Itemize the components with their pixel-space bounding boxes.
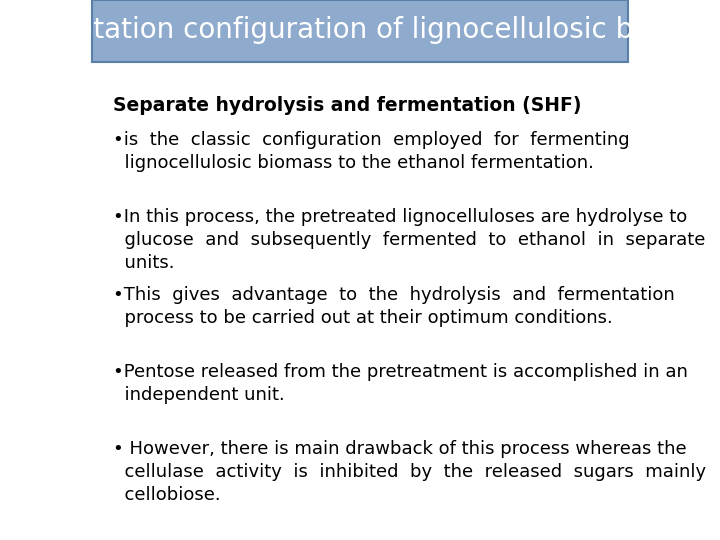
Text: •is  the  classic  configuration  employed  for  fermenting
  lignocellulosic bi: •is the classic configuration employed f… — [114, 131, 630, 172]
Text: • However, there is main drawback of this process whereas the
  cellulase  activ: • However, there is main drawback of thi… — [114, 440, 706, 504]
Text: Fermentation configuration of lignocellulosic biomass: Fermentation configuration of lignocellu… — [0, 16, 720, 44]
Text: •In this process, the pretreated lignocelluloses are hydrolyse to
  glucose  and: •In this process, the pretreated lignoce… — [114, 208, 706, 272]
Text: •This  gives  advantage  to  the  hydrolysis  and  fermentation
  process to be : •This gives advantage to the hydrolysis … — [114, 286, 675, 327]
Text: Separate hydrolysis and fermentation (SHF): Separate hydrolysis and fermentation (SH… — [114, 96, 582, 115]
Text: •Pentose released from the pretreatment is accomplished in an
  independent unit: •Pentose released from the pretreatment … — [114, 363, 688, 404]
FancyBboxPatch shape — [92, 0, 628, 62]
